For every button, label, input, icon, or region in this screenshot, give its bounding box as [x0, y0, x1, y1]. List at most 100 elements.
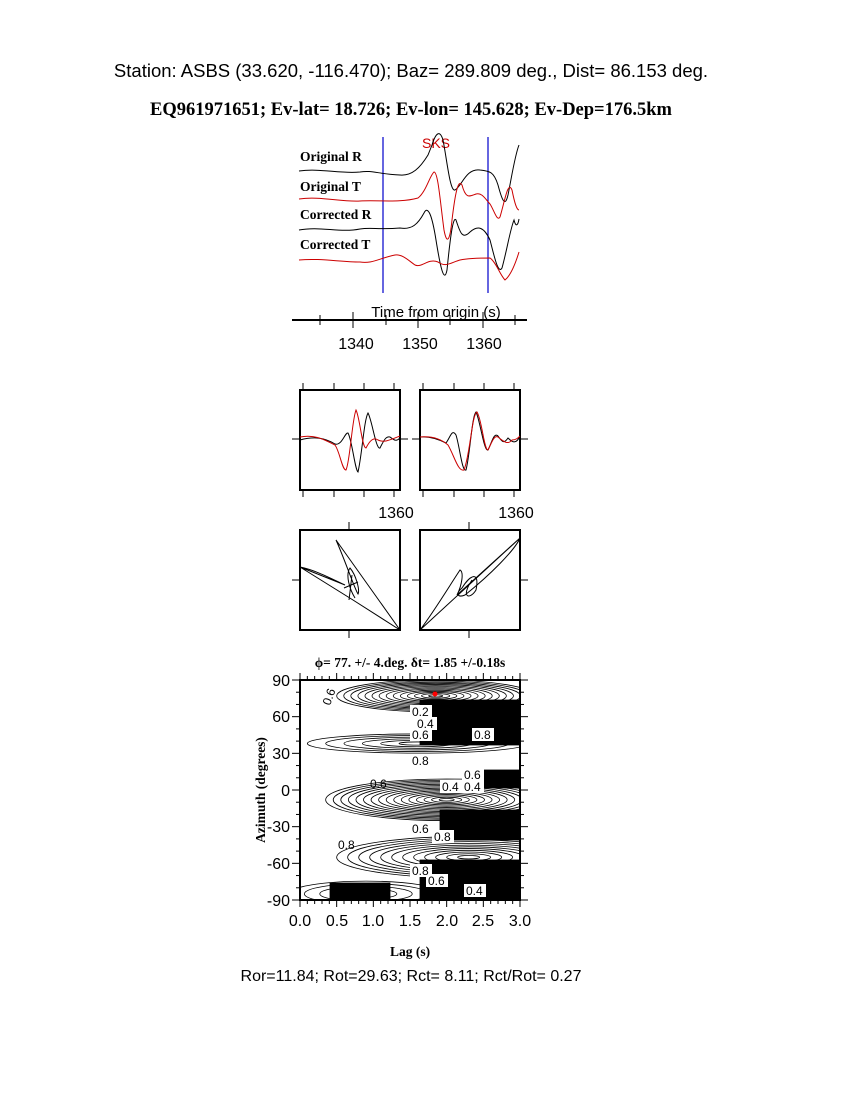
contour-line [350, 890, 382, 897]
svg-text:2.5: 2.5 [472, 913, 494, 930]
phase-label: SKS [422, 135, 450, 151]
contour-line [457, 855, 481, 860]
contour-line [431, 796, 463, 803]
svg-text:-90: -90 [267, 893, 290, 910]
svg-text:0.2: 0.2 [412, 705, 429, 719]
contour-line [391, 844, 520, 870]
waveform-r [419, 411, 521, 471]
event-line: EQ961971651; Ev-lat= 18.726; Ev-lon= 145… [150, 100, 672, 120]
waveform-box-original: 1360 [292, 383, 414, 522]
waveform-t [299, 408, 401, 471]
svg-text:0.4: 0.4 [466, 884, 483, 898]
label-original-r: Original R [300, 149, 362, 164]
x-axis-label: Lag (s) [390, 944, 430, 959]
svg-text:1.0: 1.0 [362, 913, 384, 930]
tick-1340: 1340 [338, 336, 374, 353]
svg-text:2.0: 2.0 [436, 913, 458, 930]
contour-line [347, 837, 520, 877]
contour-line [438, 798, 455, 802]
x-tick-labels: 0.0 0.5 1.0 1.5 2.0 2.5 3.0 [289, 913, 531, 930]
svg-text:0.6: 0.6 [370, 777, 387, 791]
trace-corrected-r [298, 209, 520, 276]
contour-line [304, 883, 428, 900]
contour-line [300, 880, 444, 900]
svg-text:0.8: 0.8 [412, 754, 429, 768]
svg-text:0.8: 0.8 [434, 830, 451, 844]
y-tick-labels: 90 60 30 0 -30 -60 -90 [267, 673, 290, 910]
contour-line [402, 846, 520, 869]
contour-line [408, 792, 485, 807]
label-corrected-r: Corrected R [300, 207, 372, 222]
contour-line [369, 841, 520, 874]
waveform-box-corrected: 1360 [412, 383, 534, 522]
contour-line [398, 741, 437, 746]
contour-line [319, 885, 413, 900]
trace-panel: SKS Original R Original T Corrected R Co… [292, 133, 527, 353]
contour-line [416, 794, 478, 806]
contour-line [380, 842, 520, 872]
contour-line [446, 853, 492, 862]
svg-text:3.0: 3.0 [509, 913, 531, 930]
svg-text:0.6: 0.6 [412, 728, 429, 742]
svg-text:-60: -60 [267, 856, 290, 873]
contour-line [357, 682, 514, 709]
contour-line [399, 689, 472, 703]
svg-text:0.6: 0.6 [412, 822, 429, 836]
contour-line [358, 839, 520, 875]
label-original-t: Original T [300, 179, 361, 194]
contour-line [392, 688, 479, 704]
y-axis-label: Azimuth (degrees) [253, 737, 268, 843]
svg-text:60: 60 [272, 709, 290, 726]
contour-line [350, 681, 520, 710]
svg-text:90: 90 [272, 673, 290, 690]
svg-text:0.5: 0.5 [326, 913, 348, 930]
particle-motion-original [292, 522, 408, 638]
svg-text:0.0: 0.0 [289, 913, 311, 930]
contour-line [406, 690, 465, 701]
svg-text:1.5: 1.5 [399, 913, 421, 930]
contour-line [343, 680, 520, 712]
waveform-r [299, 411, 401, 473]
svg-text:0.4: 0.4 [464, 780, 481, 794]
tick-1360: 1360 [378, 505, 414, 522]
station-line: Station: ASBS (33.620, -116.470); Baz= 2… [114, 60, 708, 81]
contour-line [371, 685, 500, 707]
tick-1360: 1360 [466, 336, 502, 353]
trace-original-r [298, 133, 520, 203]
svg-text:0.4: 0.4 [417, 717, 434, 731]
contour-line [424, 849, 514, 865]
contour-line [413, 848, 520, 867]
svg-text:0.4: 0.4 [442, 780, 459, 794]
svg-text:0.6: 0.6 [464, 768, 481, 782]
contour-plot: ϕ= 77. +/- 4.deg. δt= 1.85 +/-0.18s 0.6 … [253, 655, 531, 959]
trace-corrected-t [298, 251, 520, 281]
contour-line [378, 686, 493, 706]
footer-ratios: Ror=11.84; Rot=29.63; Rct= 8.11; Rct/Rot… [241, 968, 582, 985]
svg-text:0.8: 0.8 [412, 864, 429, 878]
svg-text:-30: -30 [267, 819, 290, 836]
x-axis-label: Time from origin (s) [371, 304, 500, 321]
tick-1360: 1360 [498, 505, 534, 522]
svg-text:0.8: 0.8 [474, 728, 491, 742]
contour-line [435, 851, 503, 863]
svg-text:0.4: 0.4 [456, 809, 473, 823]
svg-text:0.6: 0.6 [320, 686, 339, 707]
contour-line [385, 687, 486, 705]
contour-title: ϕ= 77. +/- 4.deg. δt= 1.85 +/-0.18s [315, 655, 506, 670]
waveform-t [419, 411, 521, 471]
trace-original-t [298, 171, 520, 240]
best-fit-marker [432, 691, 438, 697]
svg-text:0.6: 0.6 [428, 874, 445, 888]
svg-text:0: 0 [281, 783, 290, 800]
particle-motion-corrected [412, 522, 528, 638]
contour-line [325, 778, 520, 821]
contour-labels: 0.6 0.2 0.4 0.6 0.8 0.8 0.6 0.6 0.4 0.4 … [320, 686, 494, 898]
contour-line [364, 684, 507, 708]
x-axis-ticks [319, 312, 516, 328]
contour-line [423, 795, 470, 805]
contour-line [336, 680, 520, 713]
label-corrected-t: Corrected T [300, 237, 370, 252]
svg-text:30: 30 [272, 746, 290, 763]
svg-text:0.8: 0.8 [338, 838, 355, 852]
